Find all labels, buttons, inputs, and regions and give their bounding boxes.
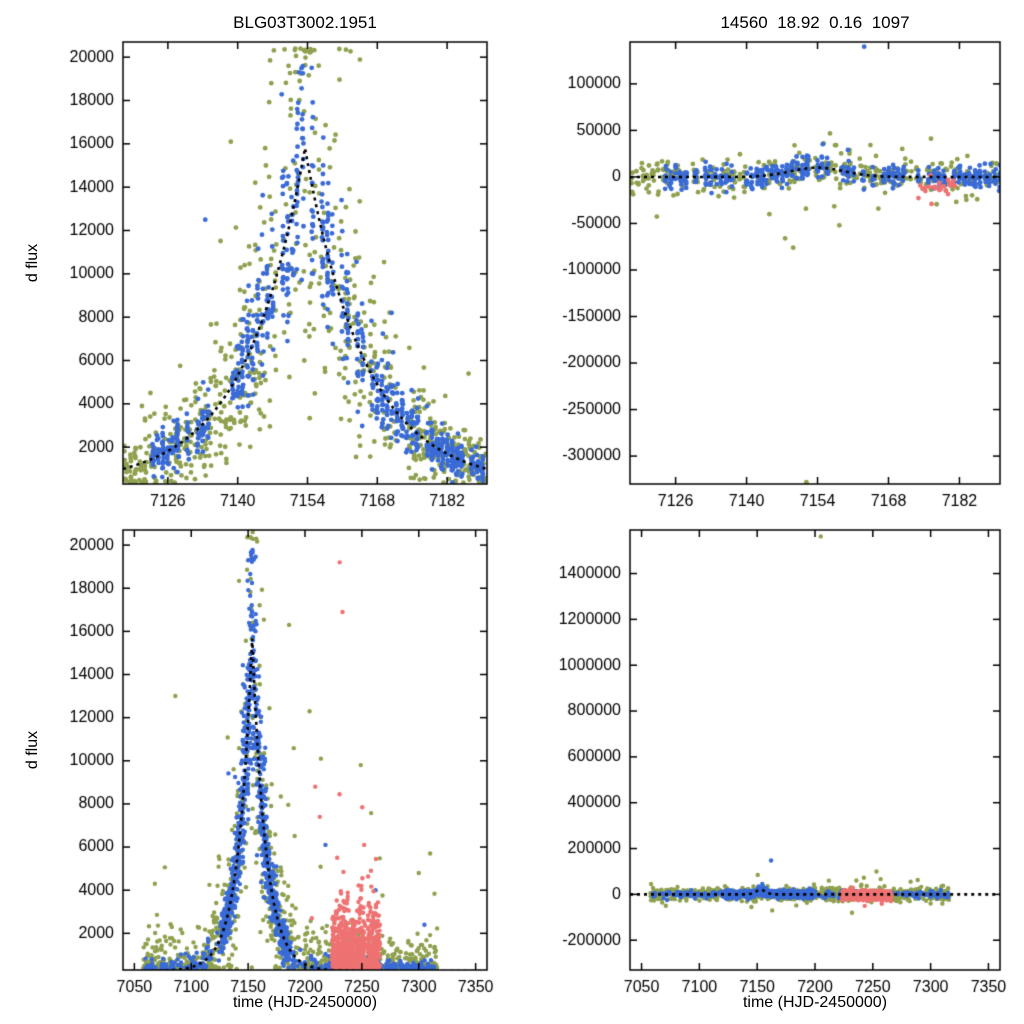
panel-resid-full-xlabel: time (HJD-2450000) — [742, 994, 888, 1011]
panel-flux-full-ylabel: d flux — [24, 730, 41, 770]
panel-flux-zoom-title: BLG03T3002.1951 — [233, 13, 377, 32]
panel-flux-full-xlabel: time (HJD-2450000) — [232, 994, 378, 1011]
panel-flux-zoom-ylabel: d flux — [24, 243, 41, 283]
panel-resid-zoom-title: 14560 18.92 0.16 1097 — [720, 13, 910, 32]
